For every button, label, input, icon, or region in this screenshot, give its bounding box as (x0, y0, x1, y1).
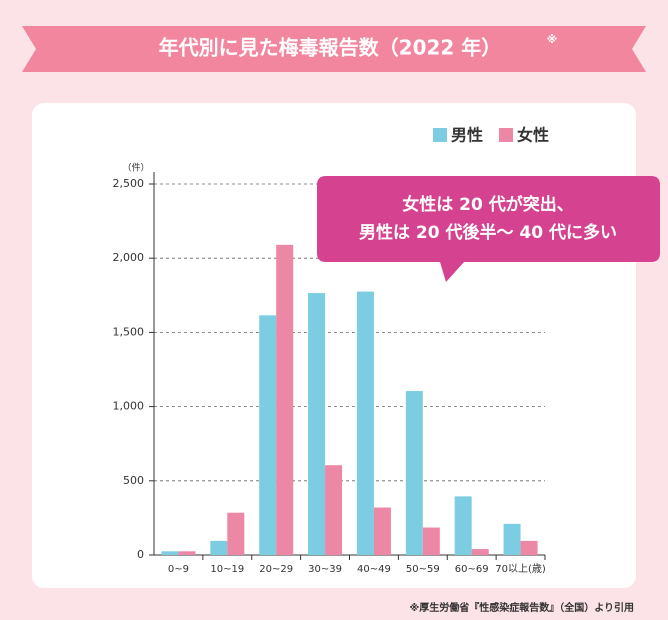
bar (373, 507, 391, 555)
bar (178, 551, 196, 555)
y-tick-label: 1,000 (113, 400, 145, 413)
y-tick-label: 1,500 (113, 325, 145, 338)
legend-label: 女性 (517, 126, 549, 145)
legend-swatch (433, 128, 447, 142)
bar (454, 496, 472, 555)
callout-text: 男性は 20 代後半～ 40 代に多い (359, 222, 617, 243)
bar (471, 549, 489, 555)
y-tick-label: 2,000 (113, 251, 145, 264)
y-tick-label: 500 (123, 474, 144, 487)
callout-text: 女性は 20 代が突出、 (402, 194, 574, 215)
legend-swatch (499, 128, 513, 142)
bar (325, 465, 343, 555)
x-tick-label: 60~69 (455, 564, 489, 575)
x-tick-label: 0~9 (168, 564, 189, 575)
bar (356, 291, 374, 555)
bar (520, 540, 538, 555)
x-tick-label: 20~29 (259, 564, 293, 575)
bar (210, 540, 228, 555)
x-tick-label: 40~49 (357, 564, 391, 575)
y-tick-label: 2,500 (113, 177, 145, 190)
bar (503, 523, 521, 555)
bar (308, 293, 326, 555)
title-mark: ※ (547, 33, 558, 46)
chart-title: 年代別に見た梅毒報告数（2022 年） (159, 36, 502, 60)
x-tick-label: 30~39 (308, 564, 342, 575)
callout (317, 176, 660, 282)
y-unit: （件） (122, 162, 149, 174)
y-tick-label: 0 (137, 548, 144, 561)
x-tick-label: 50~59 (406, 564, 440, 575)
x-tick-label: 70以上(歳) (495, 563, 546, 575)
bar (227, 512, 245, 555)
bar (422, 527, 440, 555)
footnote: ※厚生労働省『性感染症報告数』（全国）より引用 (409, 601, 634, 614)
x-tick-label: 10~19 (210, 564, 244, 575)
title-banner (22, 26, 646, 72)
bar (161, 551, 179, 555)
bar (259, 315, 277, 555)
legend-label: 男性 (451, 126, 483, 145)
bar (405, 391, 423, 555)
bar (276, 244, 294, 555)
